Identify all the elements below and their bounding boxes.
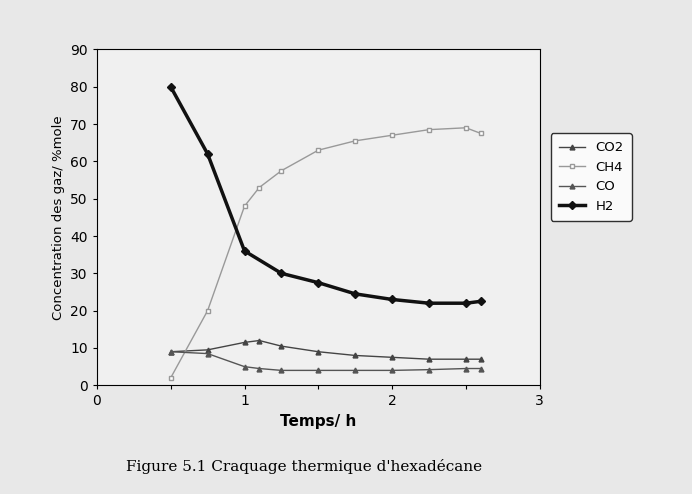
CH4 <box>277 168 286 174</box>
CO <box>240 364 248 370</box>
CO <box>462 366 470 371</box>
CO <box>203 351 212 357</box>
CO2 <box>425 356 433 362</box>
Text: Figure 5.1 Craquage thermique d'hexadécane: Figure 5.1 Craquage thermique d'hexadéca… <box>127 459 482 474</box>
H2 <box>351 291 359 297</box>
CO2 <box>462 356 470 362</box>
CO2 <box>203 347 212 353</box>
CO2 <box>388 354 397 360</box>
CH4 <box>351 138 359 144</box>
CO <box>388 368 397 373</box>
CO <box>425 367 433 372</box>
CO <box>277 368 286 373</box>
CO <box>167 349 175 355</box>
CO2 <box>314 349 322 355</box>
Line: CO: CO <box>168 349 483 373</box>
CO <box>477 366 485 371</box>
CO <box>351 368 359 373</box>
Line: H2: H2 <box>168 84 484 306</box>
CH4 <box>462 125 470 131</box>
CO <box>314 368 322 373</box>
CH4 <box>167 375 175 381</box>
H2 <box>240 248 248 254</box>
CO2 <box>240 339 248 345</box>
Y-axis label: Concentration des gaz/ %mole: Concentration des gaz/ %mole <box>52 115 64 320</box>
CO2 <box>477 356 485 362</box>
CH4 <box>314 147 322 153</box>
CH4 <box>388 132 397 138</box>
Line: CH4: CH4 <box>168 125 483 380</box>
CO2 <box>255 337 264 343</box>
CO <box>255 366 264 371</box>
Legend: CO2, CH4, CO, H2: CO2, CH4, CO, H2 <box>551 133 632 221</box>
CH4 <box>255 185 264 191</box>
X-axis label: Temps/ h: Temps/ h <box>280 414 356 429</box>
H2 <box>477 298 485 304</box>
H2 <box>425 300 433 306</box>
H2 <box>167 84 175 90</box>
Line: CO2: CO2 <box>168 338 483 362</box>
CO2 <box>277 343 286 349</box>
H2 <box>314 280 322 286</box>
H2 <box>388 296 397 302</box>
CH4 <box>203 308 212 314</box>
H2 <box>462 300 470 306</box>
CH4 <box>240 203 248 209</box>
CO2 <box>351 353 359 359</box>
CH4 <box>425 126 433 132</box>
CO2 <box>167 349 175 355</box>
H2 <box>277 270 286 276</box>
CH4 <box>477 130 485 136</box>
H2 <box>203 151 212 157</box>
